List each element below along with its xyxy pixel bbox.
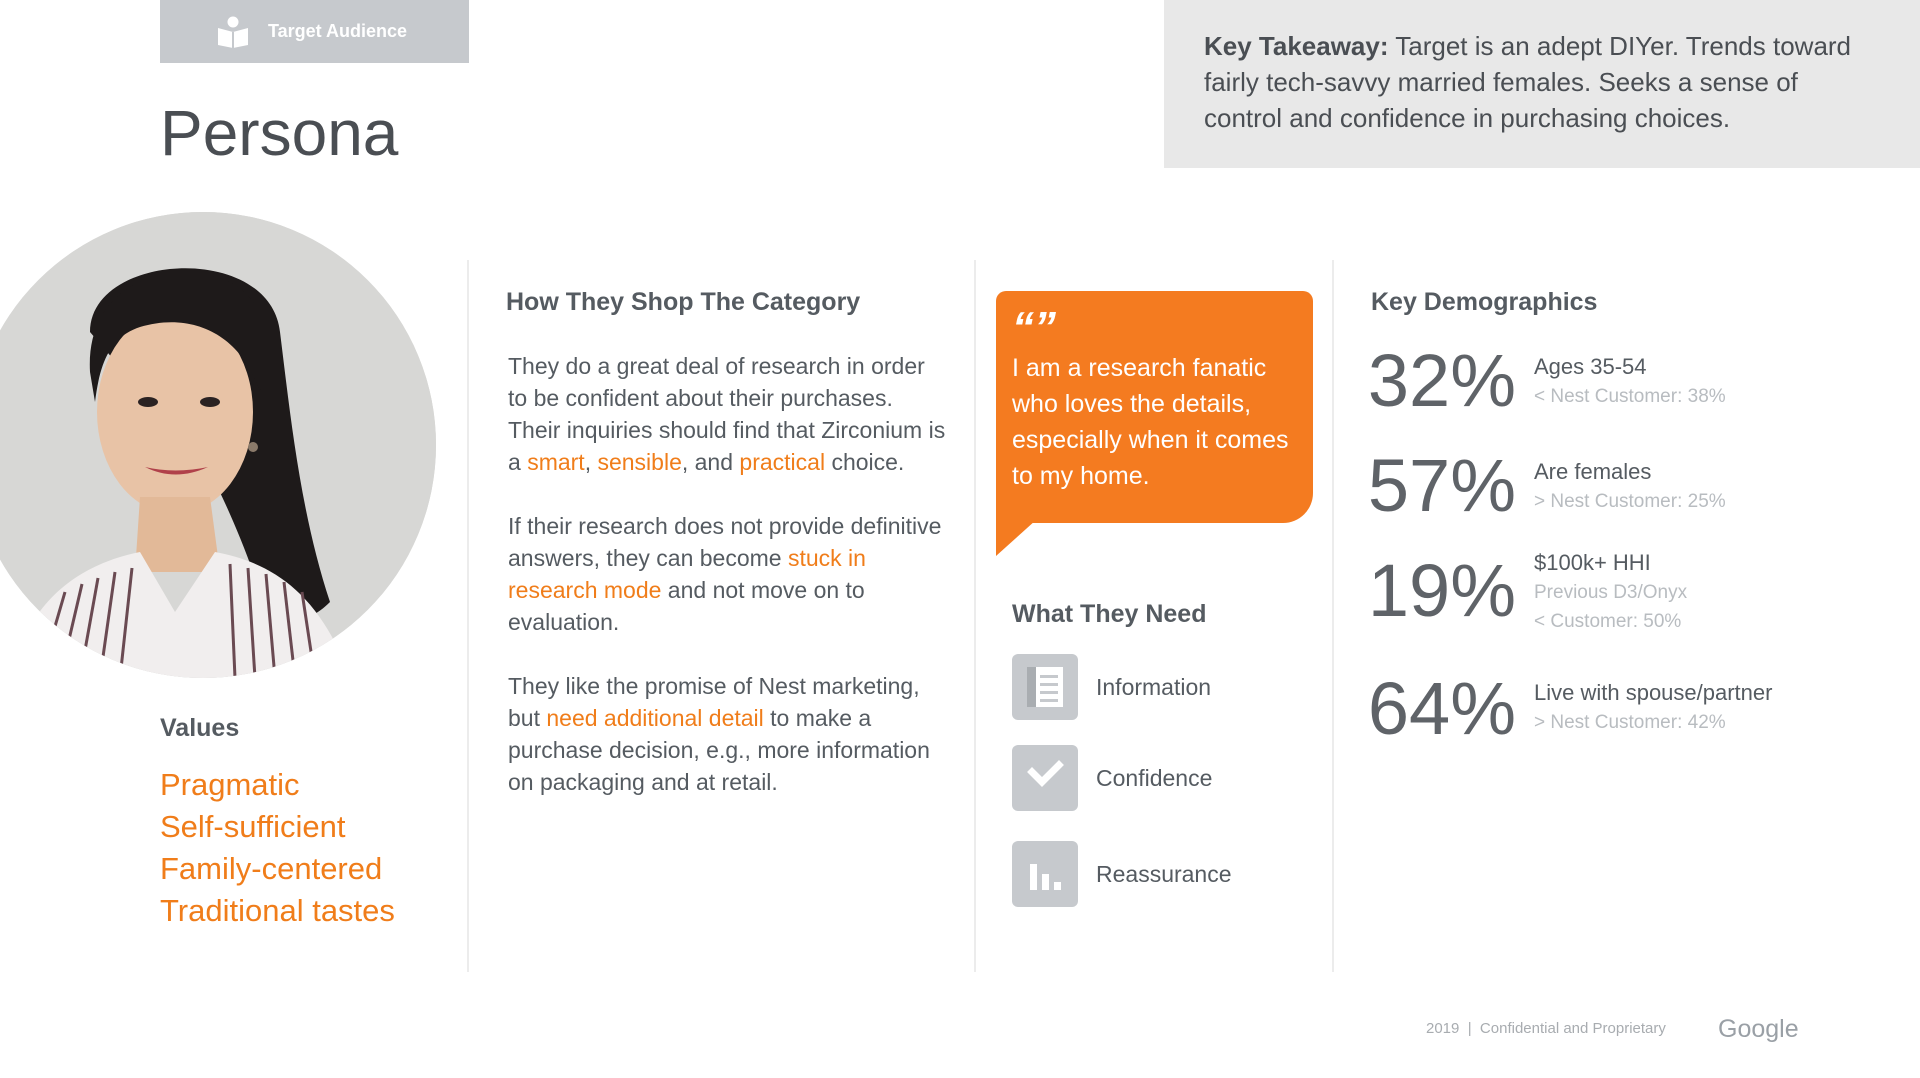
- quote-text: I am a research fanatic who loves the de…: [1012, 354, 1289, 490]
- text-run: and not move on to evaluation.: [508, 577, 865, 635]
- highlight-text: need additional detail: [546, 705, 764, 731]
- value-item: Self-sufficient: [160, 809, 346, 844]
- demographic-label: $100k+ HHI: [1534, 550, 1651, 575]
- demographic-detail: $100k+ HHI Previous D3/Onyx < Customer: …: [1534, 548, 1854, 636]
- persona-portrait-illustration: [0, 212, 436, 678]
- shop-paragraph-1: They do a great deal of research in orde…: [508, 350, 948, 478]
- quote-bubble-tail: [996, 520, 1036, 556]
- clipboard-check-icon: [1012, 745, 1078, 811]
- demographic-comparison: < Nest Customer: 38%: [1534, 386, 1726, 407]
- column-divider: [1332, 260, 1334, 972]
- section-tag-label: Target Audience: [268, 21, 408, 41]
- demographic-percent: 64%: [1367, 667, 1516, 750]
- quote-mark-icon: “”: [1012, 303, 1056, 352]
- values-list: Pragmatic Self-sufficient Family-centere…: [160, 764, 395, 932]
- need-label: Information: [1096, 673, 1212, 700]
- persona-photo: [0, 212, 436, 678]
- demographic-comparison: Previous D3/Onyx: [1534, 582, 1688, 603]
- need-label: Confidence: [1096, 764, 1213, 791]
- text-run: If their research does not provide defin…: [508, 513, 942, 571]
- needs-heading: What They Need: [1012, 600, 1207, 628]
- shop-paragraph-2: If their research does not provide defin…: [508, 510, 948, 638]
- demographic-percent: 57%: [1367, 444, 1516, 527]
- quote-bubble: [996, 291, 1313, 523]
- column-divider: [467, 260, 469, 972]
- need-item-information: Information: [1012, 654, 1211, 720]
- google-logo: Google: [1718, 1015, 1799, 1043]
- value-item: Family-centered: [160, 851, 383, 886]
- document-icon: [1012, 654, 1078, 720]
- demographic-percent: 19%: [1367, 549, 1516, 632]
- highlight-text: stuck in research mode: [508, 545, 866, 603]
- demographic-label: Live with spouse/partner: [1534, 680, 1773, 705]
- demographic-label: Ages 35-54: [1534, 354, 1647, 379]
- highlight-text: smart: [527, 449, 585, 475]
- need-item-reassurance: Reassurance: [1012, 841, 1232, 907]
- need-label: Reassurance: [1096, 860, 1232, 887]
- key-takeaway-box: Key Takeaway: Target is an adept DIYer. …: [1164, 0, 1920, 168]
- demographics-heading: Key Demographics: [1371, 288, 1598, 316]
- shop-heading: How They Shop The Category: [506, 288, 861, 316]
- demographic-detail: Live with spouse/partner > Nest Customer…: [1534, 678, 1874, 737]
- section-tag: Target Audience: [160, 0, 469, 63]
- text-run: They do a great deal of research in orde…: [508, 353, 946, 475]
- book-reader-icon: [218, 16, 248, 48]
- key-takeaway-body: Target is an adept DIYer. Trends toward …: [1204, 31, 1852, 133]
- highlight-text: practical: [739, 449, 826, 475]
- demographic-comparison: > Nest Customer: 42%: [1534, 712, 1726, 733]
- demographic-detail: Ages 35-54 < Nest Customer: 38%: [1534, 352, 1854, 411]
- need-item-confidence: Confidence: [1012, 745, 1212, 811]
- bar-chart-icon: [1012, 841, 1078, 907]
- demographic-label: Are females: [1534, 459, 1652, 484]
- text-run: , and: [681, 449, 740, 475]
- key-takeaway-text: Key Takeaway: Target is an adept DIYer. …: [1204, 28, 1880, 136]
- text-run: ,: [584, 449, 598, 475]
- value-item: Pragmatic: [160, 767, 300, 802]
- demographic-comparison: > Nest Customer: 25%: [1534, 491, 1726, 512]
- shop-paragraph-3: They like the promise of Nest marketing,…: [508, 670, 948, 798]
- demographic-comparison: < Customer: 50%: [1534, 611, 1682, 632]
- demographic-percent: 32%: [1367, 339, 1516, 422]
- text-run: to make a purchase decision, e.g., more …: [508, 705, 930, 795]
- value-item: Traditional tastes: [160, 893, 395, 928]
- footer-text: 2019 | Confidential and Proprietary: [1426, 1020, 1666, 1037]
- demographic-detail: Are females > Nest Customer: 25%: [1534, 457, 1854, 516]
- text-run: They like the promise of Nest marketing,…: [508, 673, 920, 731]
- highlight-text: sensible: [597, 449, 682, 475]
- shop-body: They do a great deal of research in orde…: [508, 350, 948, 830]
- key-takeaway-label: Key Takeaway:: [1204, 31, 1389, 61]
- page-title: Persona: [160, 97, 399, 169]
- column-divider: [974, 260, 976, 972]
- text-run: choice.: [825, 449, 905, 475]
- values-heading: Values: [160, 714, 240, 742]
